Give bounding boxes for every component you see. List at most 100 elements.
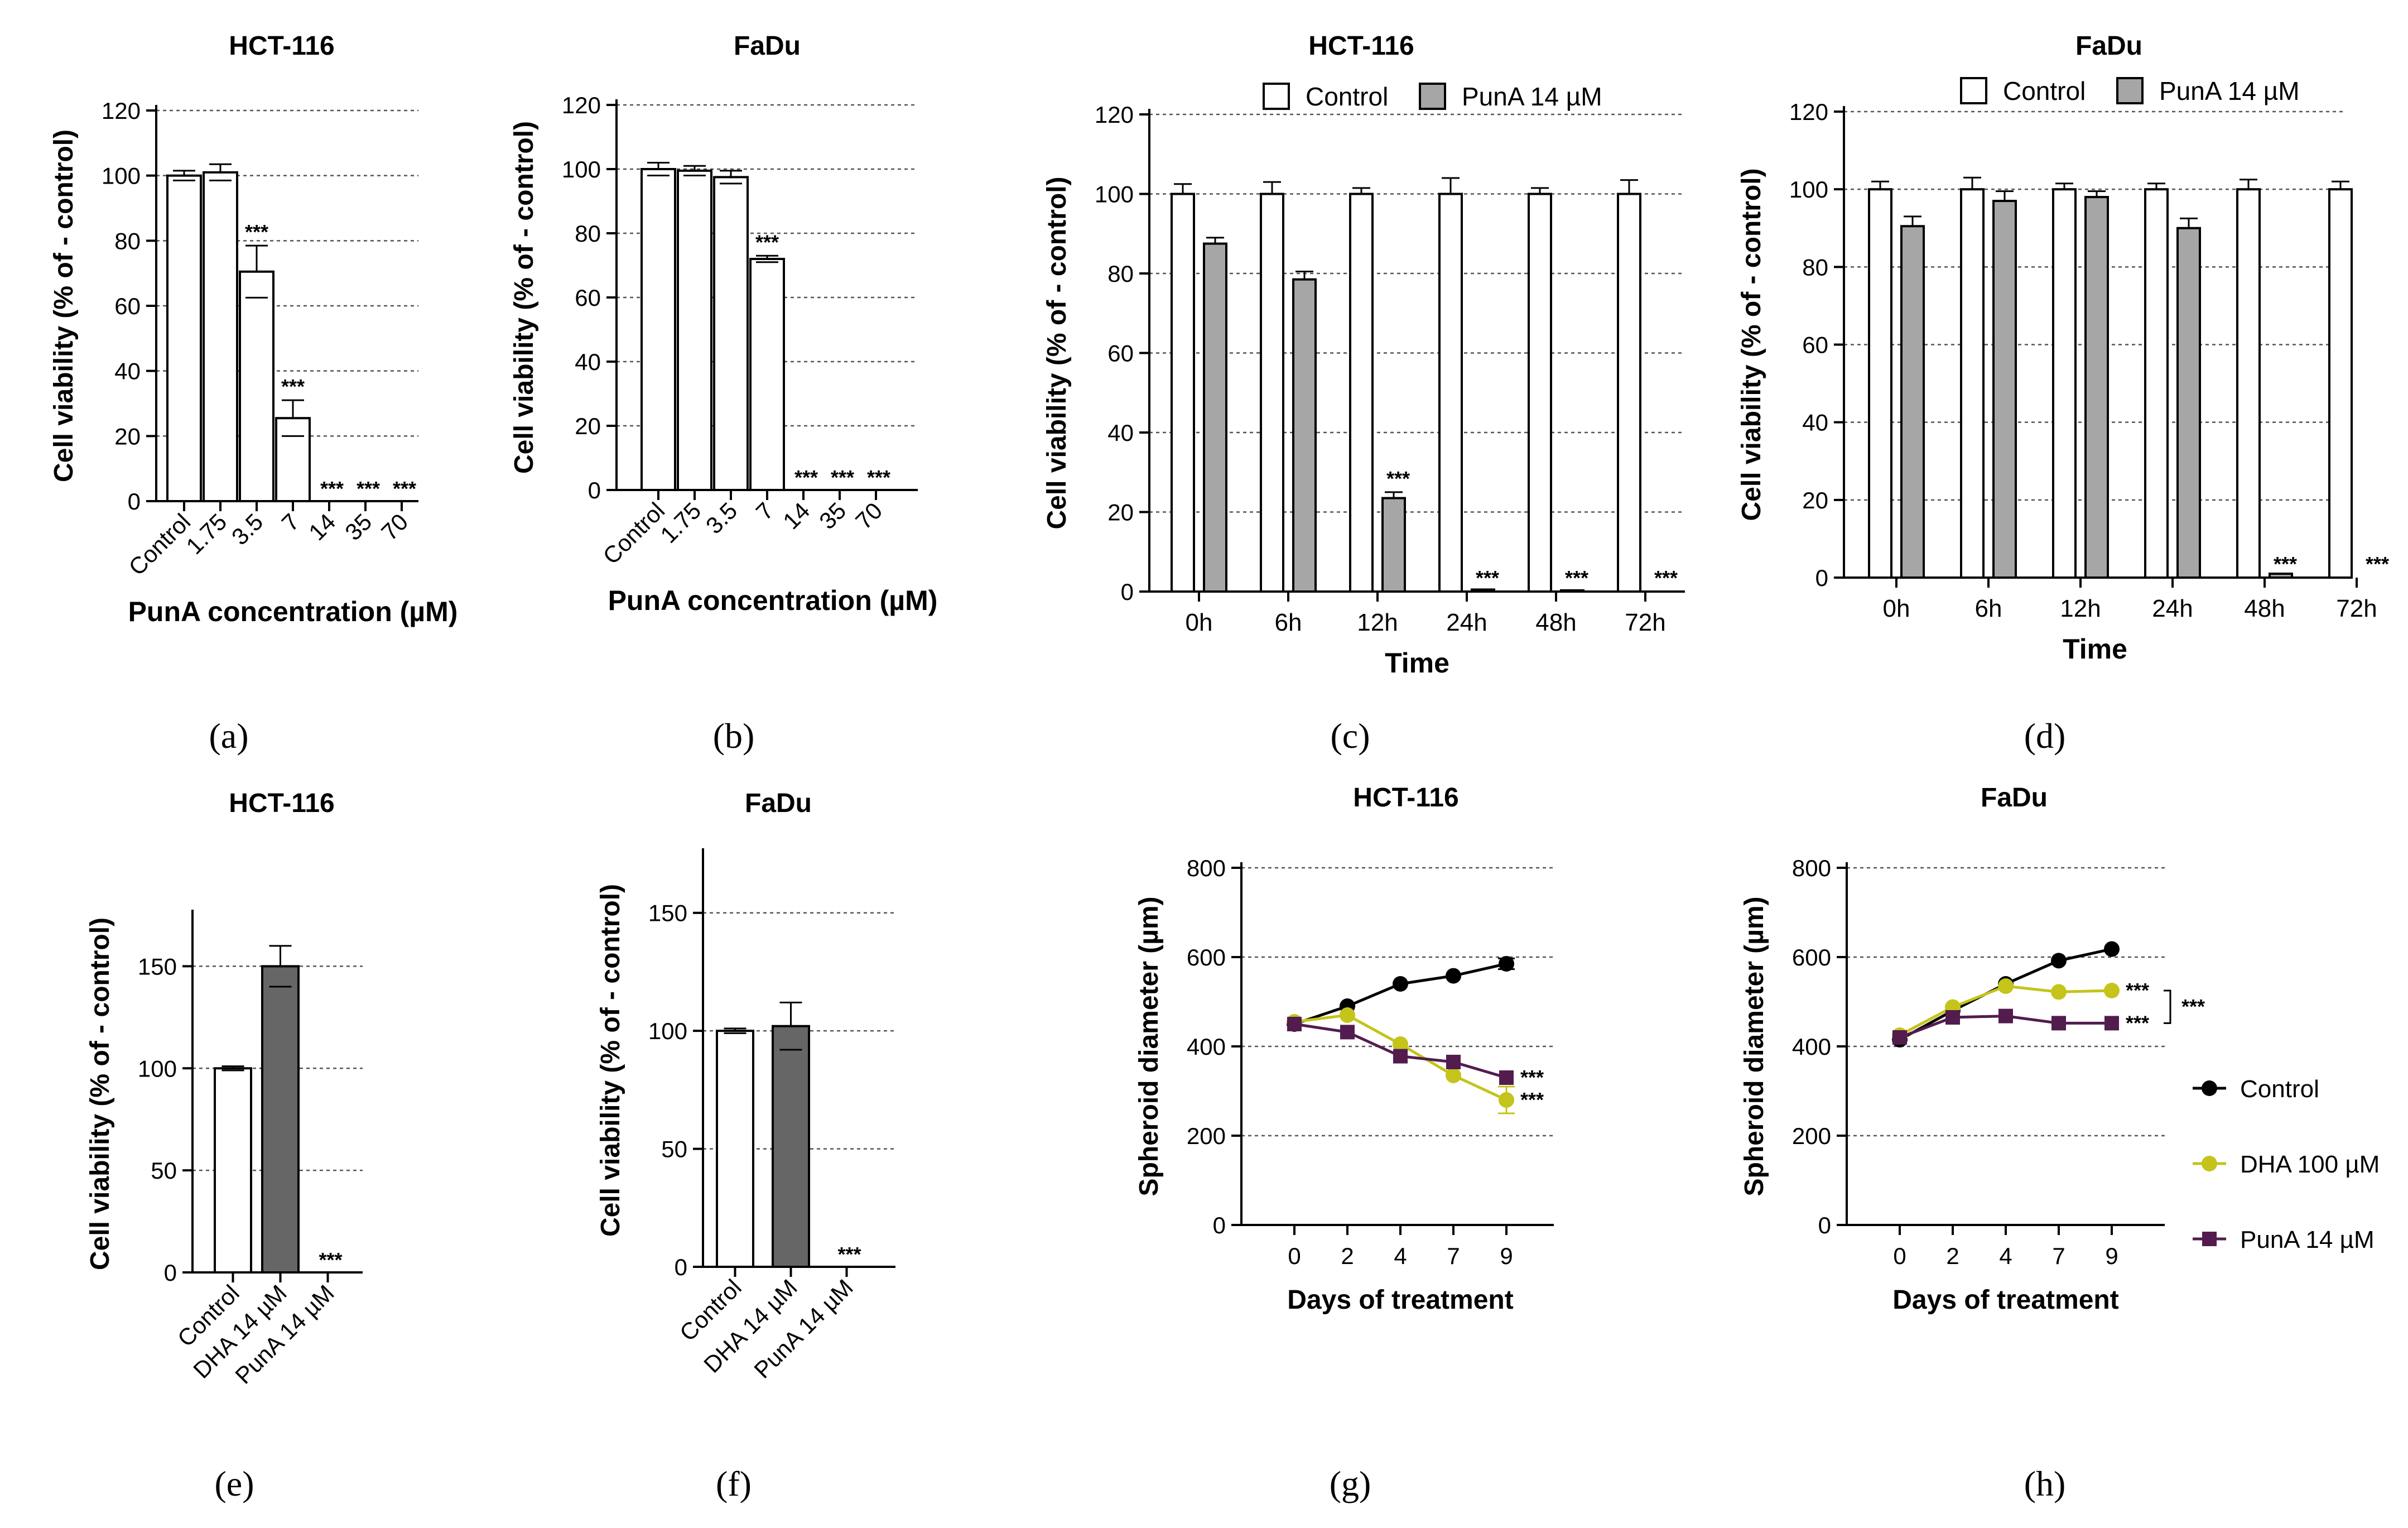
y-tick-label: 80 <box>575 220 601 247</box>
y-axis-label: Spheroid diameter (µm) <box>1740 896 1769 1196</box>
chart-title: FaDu <box>734 31 801 61</box>
x-tick-label: 0h <box>1186 609 1213 636</box>
x-tick-label: 35 <box>340 508 377 545</box>
bar <box>1260 193 1284 593</box>
data-point <box>1393 1049 1408 1064</box>
y-axis-label: Cell viability (% of - control) <box>49 129 79 482</box>
data-point <box>1499 956 1514 972</box>
significance-label: *** <box>1476 566 1499 589</box>
significance-label: *** <box>357 477 380 500</box>
panel-caption: (f) <box>716 1464 752 1503</box>
x-tick-label: 7 <box>277 508 305 536</box>
legend-label: Control <box>2003 76 2086 105</box>
panel-caption: (b) <box>713 716 755 756</box>
x-axis-label: PunA concentration (µM) <box>608 585 938 616</box>
bar <box>1381 497 1406 593</box>
significance-label: *** <box>2366 552 2389 575</box>
chart-panel-g: 0 200 400 600 800 HCT-116 Spheroid diameter (µ… <box>1134 783 1554 1503</box>
bar <box>166 174 202 502</box>
bar <box>1438 193 1463 593</box>
y-tick-label: 600 <box>1792 944 1831 970</box>
legend-label: PunA 14 µM <box>1462 82 1602 111</box>
bar <box>214 1067 252 1274</box>
series-line <box>1294 962 1507 1026</box>
significance-label: *** <box>1565 566 1588 589</box>
panel-caption: (e) <box>214 1464 254 1503</box>
significance-label: *** <box>2126 1011 2149 1034</box>
legend-swatch <box>1419 83 1446 110</box>
significance-label: *** <box>1520 1066 1544 1089</box>
y-tick-label: 0 <box>1815 565 1828 591</box>
bar <box>1617 193 1641 593</box>
legend-swatch <box>1960 77 1987 104</box>
significance-label: *** <box>794 466 818 489</box>
data-point <box>1499 1092 1514 1108</box>
significance-label: *** <box>245 220 268 243</box>
bar <box>1960 188 1985 579</box>
significance-label: *** <box>320 477 344 500</box>
x-tick-label: 35 <box>814 497 851 534</box>
y-tick-label: 0 <box>128 488 141 515</box>
chart-panel-d: 0 20 40 60 80 100 120 FaDu Cell viability (% of … <box>1737 31 2389 756</box>
y-tick-label: 400 <box>1187 1034 1226 1060</box>
bar <box>2236 188 2261 579</box>
x-tick-label: 7 <box>1447 1243 1460 1269</box>
bar <box>640 168 676 491</box>
data-point <box>2104 1016 2119 1031</box>
data-point <box>2051 953 2067 969</box>
y-tick-label: 0 <box>1818 1212 1831 1238</box>
x-tick-label: 70 <box>850 497 887 534</box>
y-tick-label: 800 <box>1792 855 1831 881</box>
legend-label: Control <box>1306 82 1388 111</box>
y-tick-label: 100 <box>1095 181 1134 208</box>
y-tick-label: 60 <box>114 293 141 319</box>
significance-label: *** <box>393 477 416 500</box>
x-axis-label: PunA concentration (µM) <box>128 596 458 627</box>
x-tick-label: 24h <box>1446 609 1487 636</box>
x-tick-label: 14 <box>778 497 815 534</box>
chart-panel-c: 0 20 40 60 80 100 120 HCT-116 Cell viability (% … <box>1042 31 1685 756</box>
data-point <box>1446 968 1461 984</box>
x-tick-label: 1.75 <box>655 497 706 548</box>
significance-label: *** <box>2181 995 2205 1018</box>
bar <box>1203 242 1227 593</box>
x-tick-label: 14 <box>304 508 340 545</box>
data-point <box>1340 1007 1355 1023</box>
x-tick-label: 7 <box>751 497 779 525</box>
significance-bracket <box>2164 989 2171 1024</box>
x-tick-label: 0h <box>1883 595 1910 622</box>
bar <box>713 176 749 491</box>
y-tick-label: 40 <box>575 349 601 375</box>
panel-caption: (g) <box>1330 1464 1371 1503</box>
bar <box>1900 225 1925 579</box>
x-axis-label: Time <box>1385 647 1449 679</box>
x-tick-label: 9 <box>2105 1243 2118 1269</box>
y-tick-label: 0 <box>675 1254 687 1280</box>
y-tick-label: 40 <box>1802 410 1828 436</box>
y-tick-label: 150 <box>138 953 177 979</box>
x-tick-label: 1.75 <box>181 508 232 559</box>
bar <box>261 965 300 1274</box>
x-axis-label: Days of treatment <box>1287 1285 1513 1315</box>
bar <box>1349 193 1374 593</box>
y-tick-label: 60 <box>575 285 601 311</box>
bar <box>772 1025 810 1268</box>
data-point <box>1998 1008 2013 1024</box>
data-point <box>1945 1010 1960 1025</box>
bar <box>1992 200 2017 579</box>
y-tick-label: 80 <box>1802 254 1828 280</box>
y-tick-label: 100 <box>562 156 601 182</box>
y-tick-label: 200 <box>1187 1123 1226 1149</box>
y-tick-label: 100 <box>138 1055 177 1082</box>
bar <box>1292 278 1317 593</box>
x-tick-label: 3.5 <box>701 497 743 539</box>
x-tick-label: 48h <box>1535 609 1576 636</box>
y-tick-label: 20 <box>114 423 141 449</box>
chart-title: HCT-116 <box>229 31 334 61</box>
y-tick-label: 20 <box>575 413 601 439</box>
bar <box>1471 588 1495 593</box>
x-tick-label: 12h <box>2060 595 2101 622</box>
significance-label: *** <box>1386 467 1410 490</box>
y-axis-label: Cell viability (% of - control) <box>1042 176 1072 529</box>
chart-panel-f: 0 50 100 150 FaDu Cell viability (% of - cont… <box>596 789 895 1503</box>
